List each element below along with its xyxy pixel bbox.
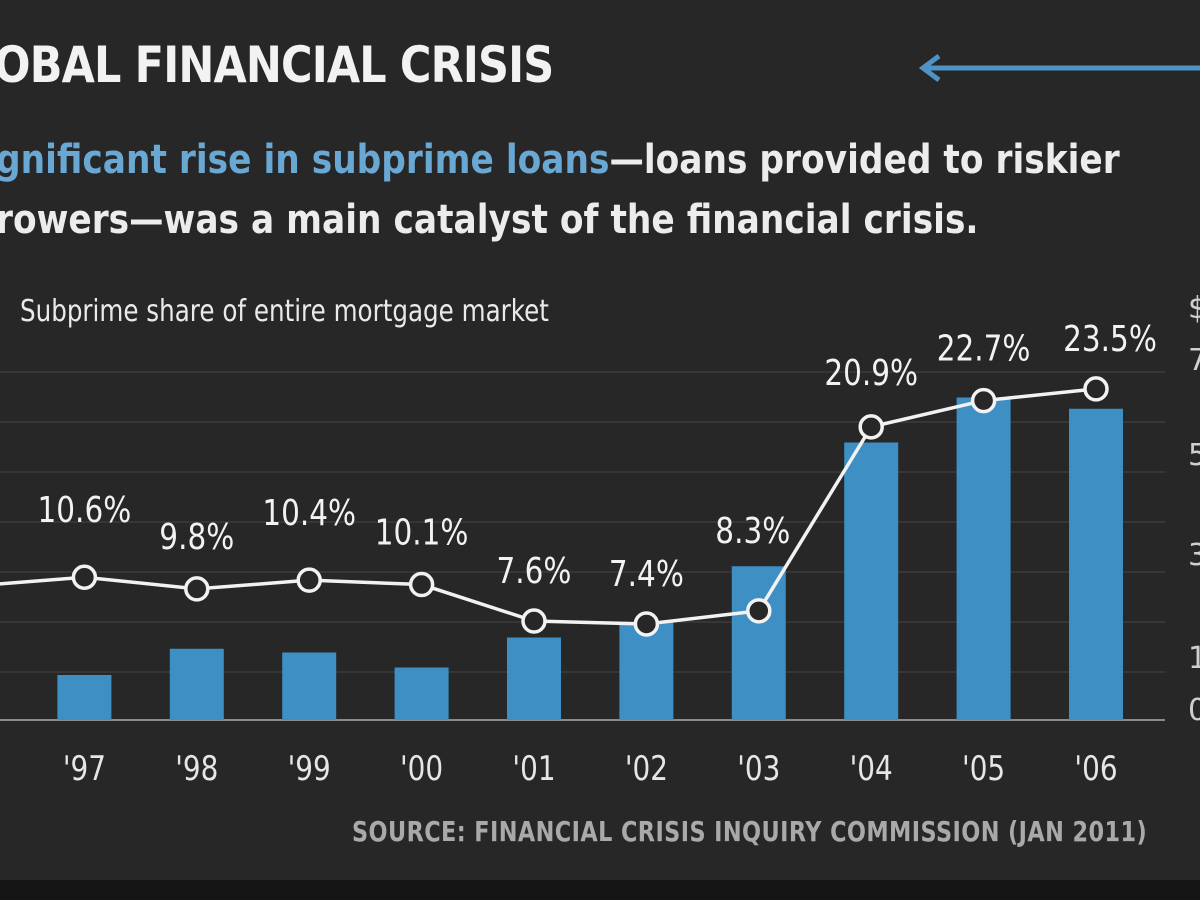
- x-tick-5: '01: [512, 749, 555, 788]
- data-label-6: 7.4%: [609, 552, 684, 595]
- data-label-10: 23.5%: [1063, 317, 1157, 360]
- line-point-10: [1083, 376, 1109, 402]
- data-label-2: 9.8%: [159, 515, 234, 558]
- data-label-5: 7.6%: [497, 549, 572, 592]
- line-point-6: [633, 611, 660, 637]
- data-label-8: 20.9%: [824, 351, 918, 394]
- chart-title: Subprime share of entire mortgage market: [20, 294, 549, 329]
- data-label-7: 8.3%: [715, 509, 790, 552]
- subheadline-rest: —loans provided to riskier: [609, 137, 1120, 183]
- subheadline-line-2: rowers—was a main catalyst of the financ…: [0, 197, 979, 243]
- bar-9: [956, 397, 1011, 720]
- line-point-4: [408, 571, 435, 598]
- subheadline: gnificant rise in subprime loans—loans p…: [0, 130, 1120, 250]
- right-axis-ticks: 7 5 3 1 0 $: [1188, 291, 1200, 728]
- subheadline-line-1: gnificant rise in subprime loans—loans p…: [0, 130, 1120, 190]
- data-labels: %10.6%9.8%10.4%10.1%7.6%7.4%8.3%20.9%22.…: [38, 317, 1157, 595]
- bar-6: [619, 622, 674, 720]
- subheadline-highlight: gnificant rise in subprime loans: [0, 137, 610, 183]
- x-tick-4: '00: [400, 749, 443, 788]
- line-point-2: [184, 576, 210, 602]
- x-tick-8: '04: [850, 749, 893, 788]
- x-tick-10: '06: [1074, 749, 1117, 788]
- data-label-9: 22.7%: [937, 327, 1031, 370]
- right-tick-1: 5: [1188, 438, 1200, 473]
- line-point-3: [296, 567, 322, 593]
- bar-series: [57, 397, 1123, 720]
- bar-3: [282, 652, 337, 720]
- headline-title: OBAL FINANCIAL CRISIS: [0, 36, 554, 94]
- x-tick-2: '98: [175, 749, 218, 788]
- line-point-8: [858, 414, 884, 440]
- line-point-9: [970, 387, 997, 414]
- line-point-5: [521, 608, 547, 634]
- x-tick-1: '97: [63, 749, 106, 788]
- bottom-strip: [0, 880, 1200, 900]
- data-label-1: 10.6%: [38, 488, 132, 531]
- line-point-1: [71, 564, 98, 590]
- arrow-left-icon: [918, 54, 1200, 82]
- right-tick-0: 7: [1188, 343, 1200, 378]
- x-tick-9: '05: [962, 749, 1005, 788]
- bar-10: [1069, 408, 1123, 720]
- bar-4: [394, 667, 449, 720]
- bar-7: [731, 566, 786, 720]
- right-tick-3: 1: [1188, 641, 1200, 676]
- data-label-3: 10.4%: [262, 491, 356, 534]
- right-axis-title: $: [1188, 291, 1200, 326]
- source-note: SOURCE: FINANCIAL CRISIS INQUIRY COMMISS…: [352, 815, 1148, 848]
- x-axis-ticks: '96'97'98'99'00'01'02'03'04'05'06: [63, 749, 1118, 788]
- line-point-7: [746, 598, 772, 624]
- line-series: [0, 376, 1109, 637]
- bar-2: [169, 648, 224, 720]
- bar-5: [507, 637, 561, 720]
- right-tick-2: 3: [1188, 538, 1200, 573]
- x-tick-3: '99: [288, 749, 331, 788]
- bar-8: [844, 442, 899, 720]
- bar-1: [57, 675, 112, 720]
- right-tick-4: 0: [1188, 693, 1200, 728]
- x-tick-7: '03: [737, 749, 780, 788]
- x-tick-6: '02: [625, 749, 668, 788]
- data-label-4: 10.1%: [375, 511, 469, 554]
